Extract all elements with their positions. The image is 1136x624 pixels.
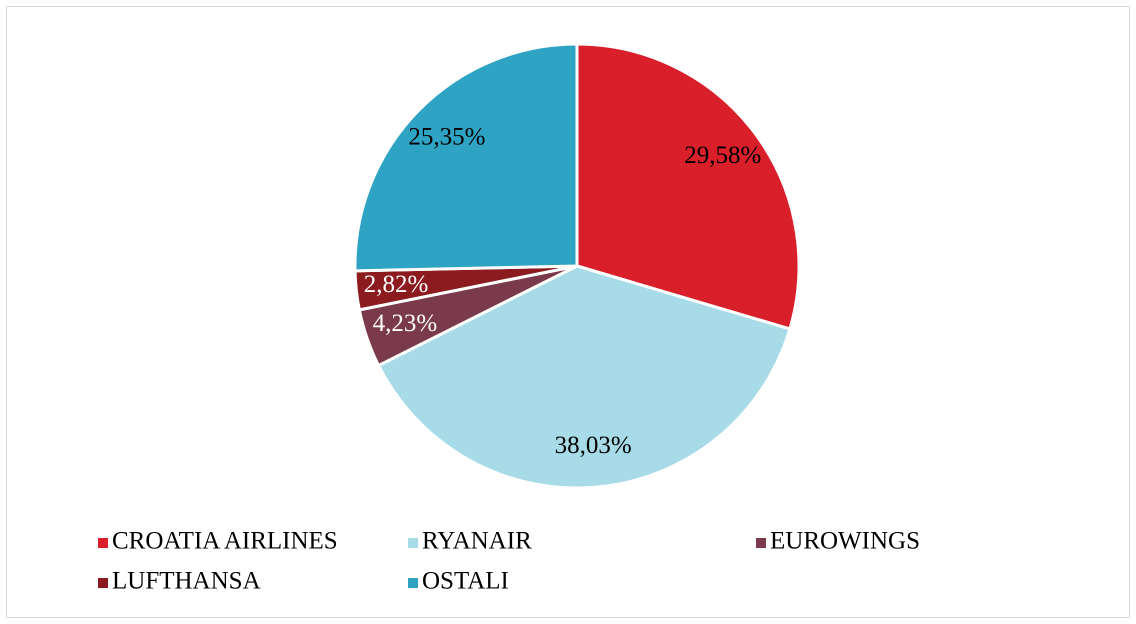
legend-swatch bbox=[98, 578, 108, 588]
data-label: 4,23% bbox=[373, 310, 438, 337]
legend-label: EUROWINGS bbox=[770, 528, 920, 555]
legend-label: LUFTHANSA bbox=[112, 568, 261, 595]
data-label: 2,82% bbox=[364, 271, 429, 298]
legend-label: OSTALI bbox=[422, 568, 509, 595]
legend-swatch bbox=[408, 538, 418, 548]
legend-swatch bbox=[98, 538, 108, 548]
legend-swatch bbox=[756, 538, 766, 548]
data-label: 38,03% bbox=[555, 432, 632, 459]
pie-slice bbox=[575, 42, 801, 331]
pie-slice bbox=[353, 42, 579, 273]
legend-label: RYANAIR bbox=[422, 528, 532, 555]
data-label: 25,35% bbox=[408, 123, 485, 150]
legend-swatch bbox=[408, 578, 418, 588]
legend-label: CROATIA AIRLINES bbox=[112, 528, 338, 555]
pie-slice bbox=[376, 264, 792, 490]
data-label: 29,58% bbox=[684, 142, 761, 169]
